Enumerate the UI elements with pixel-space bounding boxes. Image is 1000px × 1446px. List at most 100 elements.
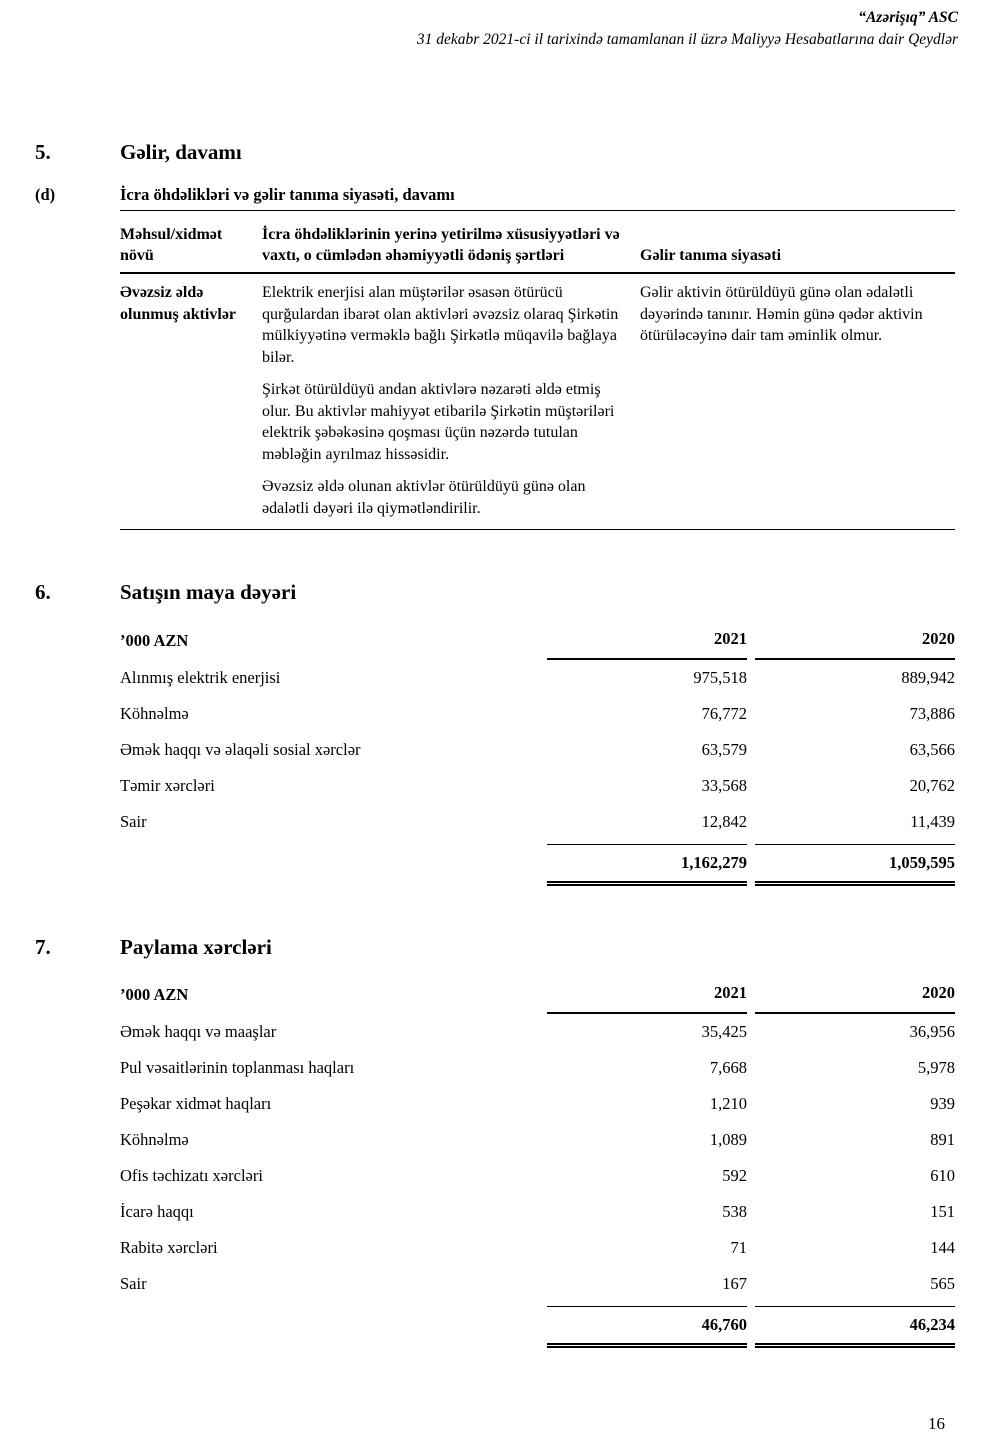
- total-2020: 1,059,595: [755, 844, 955, 886]
- section-heading: 5. Gəlir, davamı: [35, 140, 955, 164]
- subsection-number: (d): [35, 185, 56, 204]
- policy-col-product-header: Məhsul/xidmət növü: [120, 210, 262, 274]
- table-row: Peşəkar xidmət haqları 1,210 939: [120, 1086, 955, 1122]
- page-content: 5. Gəlir, davamı (d) İcra öhdəlikləri və…: [0, 140, 1000, 1348]
- row-label: Peşəkar xidmət haqları: [120, 1094, 272, 1113]
- value-2020: 36,956: [909, 1022, 955, 1041]
- value-2020: 73,886: [909, 704, 955, 723]
- total-2021: 46,760: [547, 1306, 747, 1348]
- table-row: Əmək haqqı və əlaqəli sosial xərclər 63,…: [120, 732, 955, 768]
- value-2020: 63,566: [909, 740, 955, 759]
- value-2021: 12,842: [701, 812, 747, 831]
- policy-table-header-row: Məhsul/xidmət növü İcra öhdəliklərinin y…: [120, 210, 955, 274]
- section-number: 7.: [35, 935, 51, 959]
- section-number: 5.: [35, 140, 51, 164]
- table-row: İcarə haqqı 538 151: [120, 1194, 955, 1230]
- revenue-policy-cell: Gəlir aktivin ötürüldüyü günə olan ədalə…: [640, 273, 955, 530]
- cost-of-sales-table: ’000 AZN 2021 2020 Alınmış elektrik ener…: [120, 629, 955, 886]
- value-2020: 889,942: [901, 668, 955, 687]
- value-2021: 71: [730, 1238, 748, 1257]
- table-row: Sair 12,842 11,439: [120, 804, 955, 840]
- value-2021: 76,772: [701, 704, 747, 723]
- value-2020: 565: [930, 1274, 955, 1293]
- total-row: 1,162,279 1,059,595: [120, 844, 955, 886]
- section-heading: 7. Paylama xərcləri: [35, 935, 955, 959]
- row-label: Sair: [120, 1274, 147, 1293]
- total-2020: 46,234: [755, 1306, 955, 1348]
- row-label: Köhnəlmə: [120, 704, 189, 723]
- year-2020-header: 2020: [755, 983, 955, 1014]
- year-2021-header: 2021: [547, 629, 747, 660]
- table-row: Alınmış elektrik enerjisi 975,518 889,94…: [120, 660, 955, 696]
- product-type-cell: Əvəzsiz əldə olunmuş aktivlər: [120, 284, 237, 323]
- policy-col-performance-header: İcra öhdəliklərinin yerinə yetirilmə xüs…: [262, 210, 640, 274]
- page-header: “Azərişıq” ASC 31 dekabr 2021-ci il tari…: [0, 0, 1000, 51]
- distribution-expenses-table: ’000 AZN 2021 2020 Əmək haqqı və maaşlar…: [120, 983, 955, 1348]
- value-2021: 167: [722, 1274, 747, 1293]
- subsection-title: İcra öhdəlikləri və gəlir tanıma siyasət…: [120, 185, 455, 204]
- table-header-row: ’000 AZN 2021 2020: [120, 983, 955, 1014]
- company-name: “Azərişıq” ASC: [858, 9, 958, 26]
- table-row: Sair 167 565: [120, 1266, 955, 1302]
- row-label: Alınmış elektrik enerjisi: [120, 668, 281, 687]
- report-subtitle: 31 dekabr 2021-ci il tarixində tamamlana…: [416, 31, 958, 48]
- value-2020: 151: [930, 1202, 955, 1221]
- row-label: Ofis təchizatı xərcləri: [120, 1166, 263, 1185]
- total-row-spacer: [120, 1306, 547, 1348]
- page-number: 16: [928, 1414, 945, 1433]
- value-2020: 891: [930, 1130, 955, 1149]
- value-2021: 1,089: [709, 1130, 747, 1149]
- row-label: Təmir xərcləri: [120, 776, 215, 795]
- policy-table-row: Əvəzsiz əldə olunmuş aktivlər Elektrik e…: [120, 273, 955, 530]
- total-2021: 1,162,279: [547, 844, 747, 886]
- section-cost-of-sales: 6. Satışın maya dəyəri ’000 AZN 2021 202…: [35, 580, 955, 886]
- total-row-spacer: [120, 844, 547, 886]
- row-label: Əmək haqqı və maaşlar: [120, 1022, 277, 1041]
- row-label: Əmək haqqı və əlaqəli sosial xərclər: [120, 740, 361, 759]
- value-2020: 939: [930, 1094, 955, 1113]
- unit-header: ’000 AZN: [120, 631, 189, 650]
- row-label: İcarə haqqı: [120, 1202, 194, 1221]
- total-row: 46,760 46,234: [120, 1306, 955, 1348]
- table-row: Əmək haqqı və maaşlar 35,425 36,956: [120, 1014, 955, 1050]
- revenue-policy-table: Məhsul/xidmət növü İcra öhdəliklərinin y…: [120, 210, 955, 530]
- year-2021-header: 2021: [547, 983, 747, 1014]
- policy-col-revenue-header: Gəlir tanıma siyasəti: [640, 210, 955, 274]
- section-distribution-expenses: 7. Paylama xərcləri ’000 AZN 2021 2020 Ə…: [35, 935, 955, 1348]
- table-row: Rabitə xərcləri 71 144: [120, 1230, 955, 1266]
- section-heading: 6. Satışın maya dəyəri: [35, 580, 955, 604]
- table-row: Köhnəlmə 76,772 73,886: [120, 696, 955, 732]
- row-label: Köhnəlmə: [120, 1130, 189, 1149]
- year-2020-header: 2020: [755, 629, 955, 660]
- row-label: Sair: [120, 812, 147, 831]
- value-2021: 975,518: [693, 668, 747, 687]
- value-2020: 5,978: [917, 1058, 955, 1077]
- performance-paragraph: Əvəzsiz əldə olunan aktivlər ötürüldüyü …: [262, 478, 586, 517]
- performance-paragraph: Elektrik enerjisi alan müştərilər əsasən…: [262, 284, 619, 366]
- table-row: Köhnəlmə 1,089 891: [120, 1122, 955, 1158]
- row-label: Pul vəsaitlərinin toplanması haqları: [120, 1058, 355, 1077]
- section-revenue-continued: 5. Gəlir, davamı (d) İcra öhdəlikləri və…: [35, 140, 955, 530]
- value-2021: 538: [722, 1202, 747, 1221]
- table-row: Ofis təchizatı xərcləri 592 610: [120, 1158, 955, 1194]
- subsection-heading: (d) İcra öhdəlikləri və gəlir tanıma siy…: [35, 185, 955, 205]
- section-title: Gəlir, davamı: [120, 140, 242, 164]
- table-row: Təmir xərcləri 33,568 20,762: [120, 768, 955, 804]
- value-2021: 7,668: [709, 1058, 747, 1077]
- section-title: Paylama xərcləri: [120, 935, 272, 959]
- value-2021: 33,568: [701, 776, 747, 795]
- row-label: Rabitə xərcləri: [120, 1238, 218, 1257]
- value-2020: 610: [930, 1166, 955, 1185]
- unit-header: ’000 AZN: [120, 985, 189, 1004]
- revenue-policy-paragraph: Gəlir aktivin ötürüldüyü günə olan ədalə…: [640, 284, 923, 344]
- value-2021: 35,425: [701, 1022, 747, 1041]
- performance-cell: Elektrik enerjisi alan müştərilər əsasən…: [262, 273, 640, 530]
- performance-paragraph: Şirkət ötürüldüyü andan aktivlərə nəzarə…: [262, 381, 615, 463]
- value-2021: 1,210: [709, 1094, 747, 1113]
- section-title: Satışın maya dəyəri: [120, 580, 297, 604]
- table-row: Pul vəsaitlərinin toplanması haqları 7,6…: [120, 1050, 955, 1086]
- value-2020: 144: [930, 1238, 955, 1257]
- value-2020: 11,439: [910, 812, 955, 831]
- table-header-row: ’000 AZN 2021 2020: [120, 629, 955, 660]
